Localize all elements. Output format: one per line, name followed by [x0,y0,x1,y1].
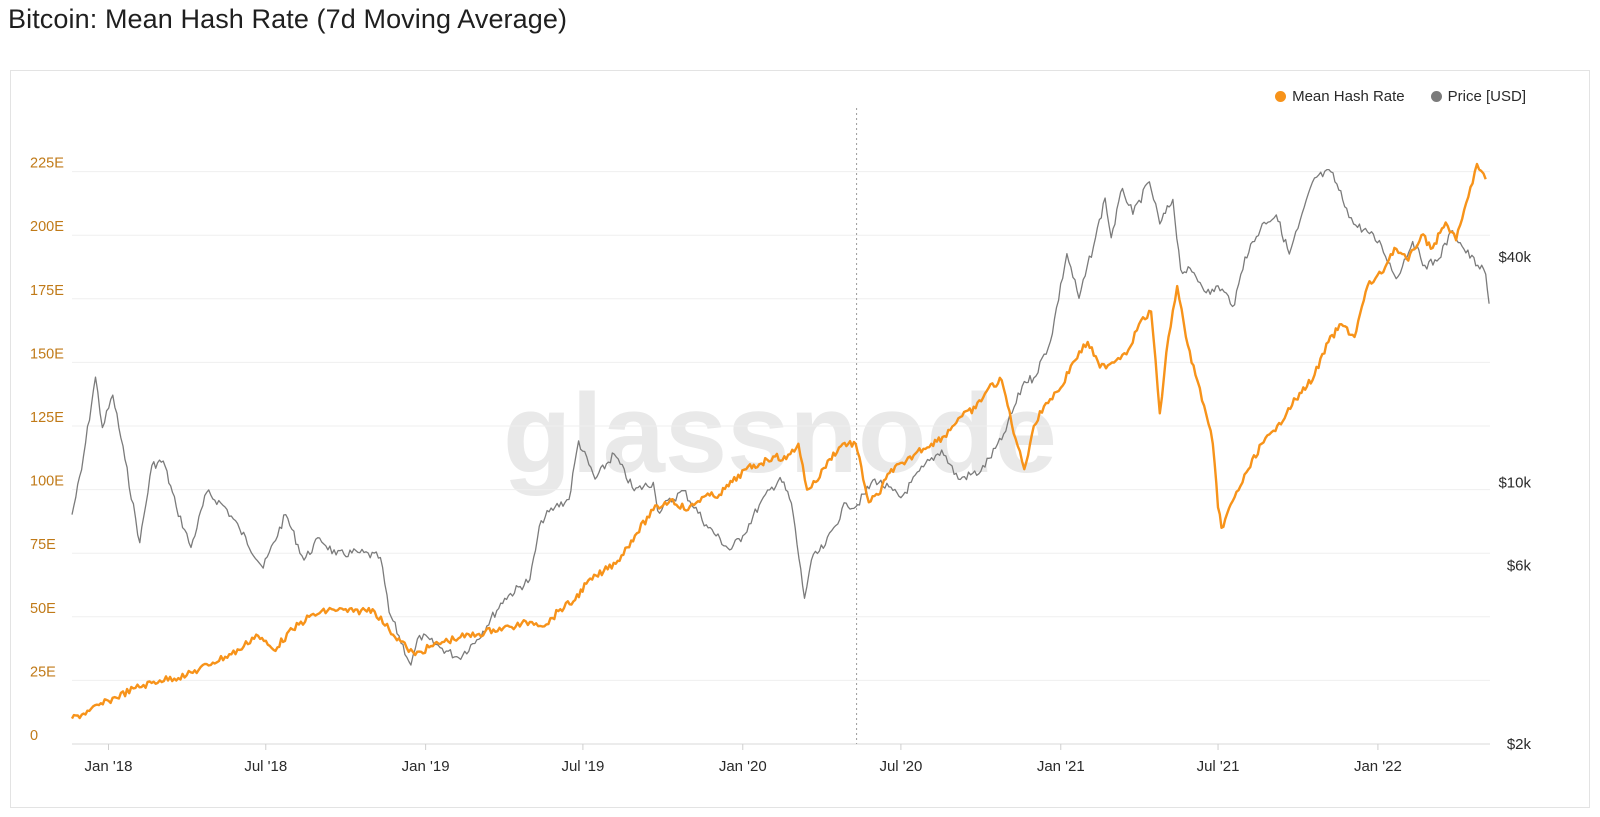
legend-item-price[interactable]: Price [USD] [1430,88,1526,105]
x-tick-label: Jan '20 [719,758,767,775]
legend-label-hash: Mean Hash Rate [1292,88,1405,105]
right-tick-label: $40k [1498,249,1531,266]
chart-panel [10,70,1590,808]
legend-item-hash[interactable]: Mean Hash Rate [1275,88,1405,105]
price-line [71,168,1490,666]
x-tick-label: Jan '18 [85,758,133,775]
left-tick-label: 150E [30,346,64,362]
left-tick-label: 75E [30,537,56,553]
chart-title: Bitcoin: Mean Hash Rate (7d Moving Avera… [8,4,568,34]
x-tick-label: Jan '22 [1354,758,1402,775]
legend: Mean Hash Rate Price [USD] [1275,88,1526,105]
left-tick-label: 0 [30,728,38,744]
legend-label-price: Price [USD] [1447,88,1526,105]
legend-dot-hash [1275,91,1287,102]
right-axis: $2k $6k $10k $40k [1498,249,1531,753]
right-tick-label: $6k [1507,557,1532,574]
right-tick-label: $2k [1507,736,1532,753]
hash-series [70,162,1487,720]
x-tick-label: Jan '19 [402,758,450,775]
left-tick-label: 175E [30,283,64,299]
x-tick-label: Jul '18 [244,758,287,775]
left-axis: 0 25E 50E 75E 100E 125E 150E 175E 200E 225E [30,156,64,744]
gridlines [72,171,1490,745]
right-tick-label: $10k [1498,474,1531,491]
x-tick-label: Jul '20 [879,758,922,775]
left-tick-label: 50E [30,601,56,617]
price-series [71,168,1490,666]
left-tick-label: 225E [30,156,64,172]
x-axis: Jan '18 Jul '18 Jan '19 Jul '19 Jan '20 Jul '… [85,744,1402,775]
x-tick-label: Jan '21 [1037,758,1085,775]
left-tick-label: 25E [30,664,56,680]
watermark: glassnode [503,371,1057,496]
x-tick-label: Jul '19 [561,758,604,775]
legend-dot-price [1430,91,1442,102]
left-tick-label: 200E [30,219,64,235]
left-tick-label: 125E [30,410,64,426]
x-tick-label: Jul '21 [1197,758,1240,775]
left-tick-label: 100E [30,474,64,490]
hash-rate-line [70,162,1487,720]
